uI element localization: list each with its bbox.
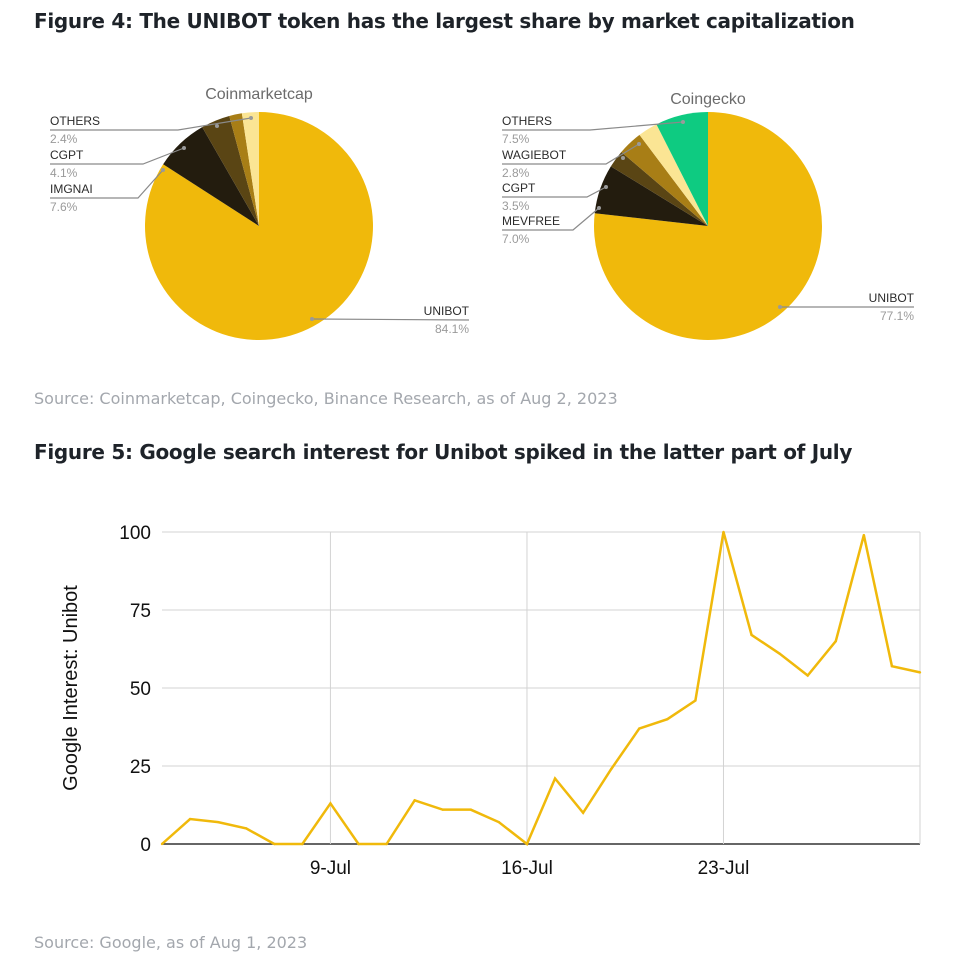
slice-label-wagiebot: WAGIEBOT [502, 148, 567, 162]
leader-dot [597, 206, 601, 210]
pie-slice-mevfree [594, 166, 708, 226]
leader-line-cgpt [50, 147, 185, 165]
data-point [834, 640, 837, 643]
data-point [525, 842, 529, 846]
leader-dot [637, 142, 641, 146]
data-point [666, 718, 669, 721]
data-point [806, 674, 809, 677]
slice-pct-mevfree: 7.0% [502, 232, 530, 246]
slice-label-unibot: UNIBOT [869, 291, 915, 305]
y-axis-label: Google Interest: Unibot [60, 585, 82, 791]
data-point [918, 671, 922, 674]
pie-chart-coingecko: Coingecko UNIBOT 77.1% MEVFREE 7.0% CGPT 3.5% W… [502, 91, 915, 340]
figure4-title: Figure 4: The UNIBOT token has the large… [34, 9, 855, 33]
figure5-source: Source: Google, as of Aug 1, 2023 [34, 933, 308, 952]
leader-dot [778, 305, 782, 309]
leader-dot [310, 317, 314, 321]
pie-slice-cgpt [202, 115, 259, 226]
leader-dot [249, 116, 253, 120]
data-point [357, 842, 360, 846]
slice-pct-unibot: 84.1% [435, 322, 469, 336]
data-point [188, 817, 192, 821]
y-tick-label: 25 [130, 757, 151, 778]
y-tick-label: 75 [130, 601, 151, 622]
data-point [750, 633, 753, 637]
leader-line-others [502, 121, 684, 131]
leader-line-unibot [311, 318, 470, 321]
leader-dot [681, 120, 685, 124]
data-point [609, 767, 613, 771]
slice-label-unibot: UNIBOT [424, 304, 470, 318]
x-tick-label: 23-Jul [698, 858, 750, 879]
slice-label-mevfree: MEVFREE [502, 214, 560, 228]
leader-dot [621, 156, 625, 160]
figure4-source: Source: Coinmarketcap, Coingecko, Binanc… [34, 389, 618, 408]
y-tick-label: 0 [140, 835, 151, 856]
x-tick-label: 9-Jul [310, 858, 351, 879]
pie-title: Coingecko [670, 91, 746, 108]
slice-pct-cgpt: 3.5% [502, 199, 530, 213]
slice-label-others: OTHERS [50, 114, 100, 128]
data-point [778, 652, 781, 655]
data-point [216, 820, 220, 824]
data-point [694, 699, 697, 702]
leader-line-wagiebot [502, 143, 640, 165]
slice-label-others: OTHERS [502, 114, 552, 128]
data-point [862, 533, 866, 537]
figure5-title: Figure 5: Google search interest for Uni… [34, 440, 853, 464]
leader-dot [604, 185, 608, 189]
leader-dot [182, 146, 186, 150]
data-point [301, 842, 304, 846]
leader-dot [215, 124, 219, 128]
data-point [890, 664, 894, 668]
data-point [497, 820, 501, 824]
data-point [329, 802, 332, 805]
pie-slice-unibot [144, 112, 373, 340]
data-point [413, 799, 416, 802]
data-point [160, 842, 164, 846]
slice-pct-unibot: 77.1% [880, 309, 914, 323]
slice-label-imgnai: IMGNAI [50, 182, 93, 196]
data-point [385, 842, 388, 846]
slice-pct-imgnai: 7.6% [50, 200, 78, 214]
pie-title: Coinmarketcap [205, 86, 313, 103]
slice-pct-cgpt: 4.1% [50, 166, 78, 180]
y-tick-label: 100 [119, 523, 151, 544]
pie-slice-unibot [593, 112, 822, 340]
data-point [273, 842, 276, 846]
leader-dot [161, 168, 165, 172]
data-point [469, 808, 473, 811]
slice-pct-others: 7.5% [502, 132, 530, 146]
series-line [161, 531, 921, 846]
pie-slice-imgnai [163, 127, 259, 226]
pie-chart-coinmarketcap: Coinmarketcap UNIBOT 84.1% IMGNAI 7.6% CGPT 4.… [50, 86, 470, 340]
leader-line-mevfree [502, 207, 600, 231]
pie-slice-unlabeled-2 [610, 151, 708, 226]
pie-slice-others [241, 112, 259, 226]
data-point [441, 808, 444, 811]
data-point [722, 530, 725, 534]
leader-line-others [50, 117, 252, 131]
line-chart-google-interest: 0 25 50 75 100 9-Jul 16-Jul 23-Jul Google Intere… [60, 523, 922, 879]
leader-line-imgnai [50, 169, 164, 199]
pie-slice-cgpt [621, 134, 708, 226]
slice-label-cgpt: CGPT [50, 148, 84, 162]
slice-pct-wagiebot: 2.8% [502, 166, 530, 180]
leader-line-cgpt [502, 186, 607, 198]
pie-slice-others [656, 112, 708, 226]
data-point [245, 827, 248, 830]
slice-label-cgpt: CGPT [502, 181, 536, 195]
data-point [638, 727, 641, 730]
slice-pct-others: 2.4% [50, 132, 78, 146]
data-point [581, 811, 585, 814]
pie-slice-wagiebot [639, 124, 708, 226]
x-tick-label: 16-Jul [501, 858, 553, 879]
data-point [553, 777, 557, 780]
y-tick-label: 50 [130, 679, 151, 700]
pie-slice-unlabeled-3 [229, 113, 259, 226]
